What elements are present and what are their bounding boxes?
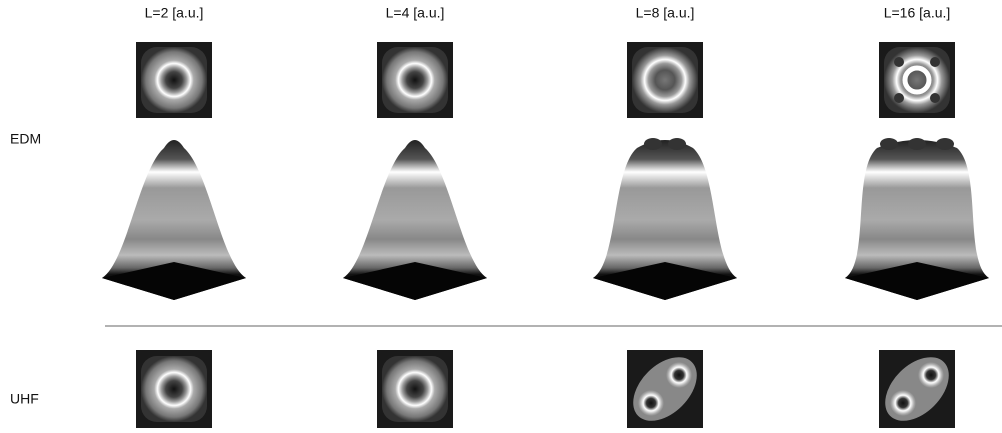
surface	[343, 140, 487, 300]
surface	[102, 140, 246, 300]
column-label: L=16 [a.u.]	[884, 5, 951, 21]
density-map-inner	[632, 47, 698, 113]
surface-peak	[936, 138, 954, 150]
surface-base	[102, 262, 246, 300]
density-spot	[894, 57, 904, 67]
surface-peak	[908, 138, 926, 150]
density-map-inner	[884, 47, 950, 113]
density-spot	[930, 57, 940, 67]
surface-peak	[880, 138, 898, 150]
density-ring	[902, 65, 932, 95]
uhf-spot	[918, 362, 944, 388]
surface-base	[593, 262, 737, 300]
surface-base	[343, 262, 487, 300]
column-label: L=4 [a.u.]	[386, 5, 445, 21]
surface	[845, 140, 989, 300]
row-label: UHF	[10, 391, 39, 407]
row-label: EDM	[10, 131, 41, 147]
surface-peak	[668, 138, 686, 150]
surface	[593, 140, 737, 300]
surface-peak	[644, 138, 662, 150]
uhf-map-inner	[141, 356, 207, 422]
surface-base	[845, 262, 989, 300]
density-map-inner	[382, 47, 448, 113]
uhf-spot	[666, 362, 692, 388]
density-map-inner	[141, 47, 207, 113]
uhf-map-inner	[382, 356, 448, 422]
uhf-spot	[638, 390, 664, 416]
density-spot	[894, 93, 904, 103]
uhf-spot	[890, 390, 916, 416]
density-spot	[930, 93, 940, 103]
column-label: L=8 [a.u.]	[636, 5, 695, 21]
column-label: L=2 [a.u.]	[145, 5, 204, 21]
